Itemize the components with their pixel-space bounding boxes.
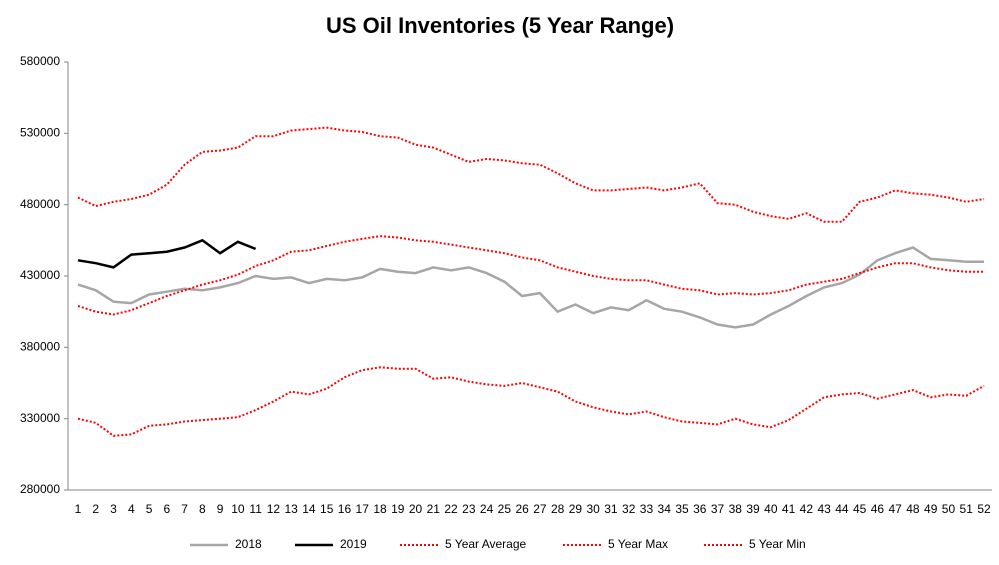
- x-tick-label: 43: [817, 502, 831, 516]
- x-tick-label: 45: [853, 502, 867, 516]
- x-tick-label: 40: [764, 502, 778, 516]
- x-tick-label: 41: [782, 502, 796, 516]
- y-tick-label: 480000: [20, 197, 60, 211]
- x-tick-label: 13: [284, 502, 298, 516]
- x-tick-label: 2: [92, 502, 99, 516]
- x-tick-label: 48: [906, 502, 920, 516]
- x-tick-label: 20: [409, 502, 423, 516]
- x-tick-label: 22: [444, 502, 458, 516]
- x-tick-label: 44: [835, 502, 849, 516]
- x-tick-label: 14: [302, 502, 316, 516]
- y-tick-label: 280000: [20, 482, 60, 496]
- x-tick-label: 42: [800, 502, 814, 516]
- x-tick-label: 15: [320, 502, 334, 516]
- x-tick-label: 39: [746, 502, 760, 516]
- x-tick-label: 50: [942, 502, 956, 516]
- x-tick-label: 34: [658, 502, 672, 516]
- x-tick-label: 1: [75, 502, 82, 516]
- x-tick-label: 46: [871, 502, 885, 516]
- x-tick-label: 51: [960, 502, 974, 516]
- series-line: [77, 238, 257, 269]
- legend-label: 2019: [340, 537, 367, 551]
- x-tick-label: 16: [338, 502, 352, 516]
- chart-title: US Oil Inventories (5 Year Range): [326, 13, 674, 38]
- series-line: [77, 246, 984, 329]
- x-tick-label: 4: [128, 502, 135, 516]
- x-tick-label: 23: [462, 502, 476, 516]
- series-line: [77, 366, 985, 437]
- x-tick-label: 11: [249, 502, 262, 516]
- x-tick-label: 38: [729, 502, 743, 516]
- x-tick-label: 10: [231, 502, 245, 516]
- series-line: [77, 126, 985, 223]
- x-tick-label: 19: [391, 502, 405, 516]
- x-tick-label: 28: [551, 502, 565, 516]
- legend-label: 5 Year Min: [749, 537, 806, 551]
- x-tick-label: 18: [373, 502, 387, 516]
- x-tick-label: 47: [888, 502, 902, 516]
- x-tick-label: 7: [181, 502, 188, 516]
- series-line: [77, 235, 984, 316]
- x-tick-label: 36: [693, 502, 707, 516]
- x-tick-label: 5: [146, 502, 153, 516]
- x-tick-label: 24: [480, 502, 494, 516]
- x-tick-label: 32: [622, 502, 636, 516]
- y-tick-label: 430000: [20, 268, 60, 282]
- x-tick-label: 37: [711, 502, 725, 516]
- x-tick-label: 27: [533, 502, 547, 516]
- y-tick-label: 580000: [20, 54, 60, 68]
- legend-label: 2018: [235, 537, 262, 551]
- x-tick-label: 49: [924, 502, 938, 516]
- x-tick-label: 52: [977, 502, 991, 516]
- x-tick-label: 9: [217, 502, 224, 516]
- y-tick-label: 530000: [20, 126, 60, 140]
- y-tick-label: 380000: [20, 340, 60, 354]
- x-tick-label: 6: [163, 502, 170, 516]
- x-tick-label: 8: [199, 502, 206, 516]
- y-tick-label: 330000: [20, 411, 60, 425]
- x-tick-label: 31: [604, 502, 618, 516]
- legend-label: 5 Year Max: [608, 537, 668, 551]
- x-tick-label: 17: [356, 502, 370, 516]
- x-tick-label: 33: [640, 502, 654, 516]
- x-tick-label: 3: [110, 502, 117, 516]
- x-tick-label: 12: [267, 502, 281, 516]
- x-tick-label: 29: [569, 502, 583, 516]
- x-tick-label: 26: [515, 502, 529, 516]
- x-tick-label: 30: [586, 502, 600, 516]
- x-tick-label: 21: [427, 502, 441, 516]
- x-tick-label: 35: [675, 502, 689, 516]
- x-tick-label: 25: [498, 502, 512, 516]
- legend-label: 5 Year Average: [445, 537, 527, 551]
